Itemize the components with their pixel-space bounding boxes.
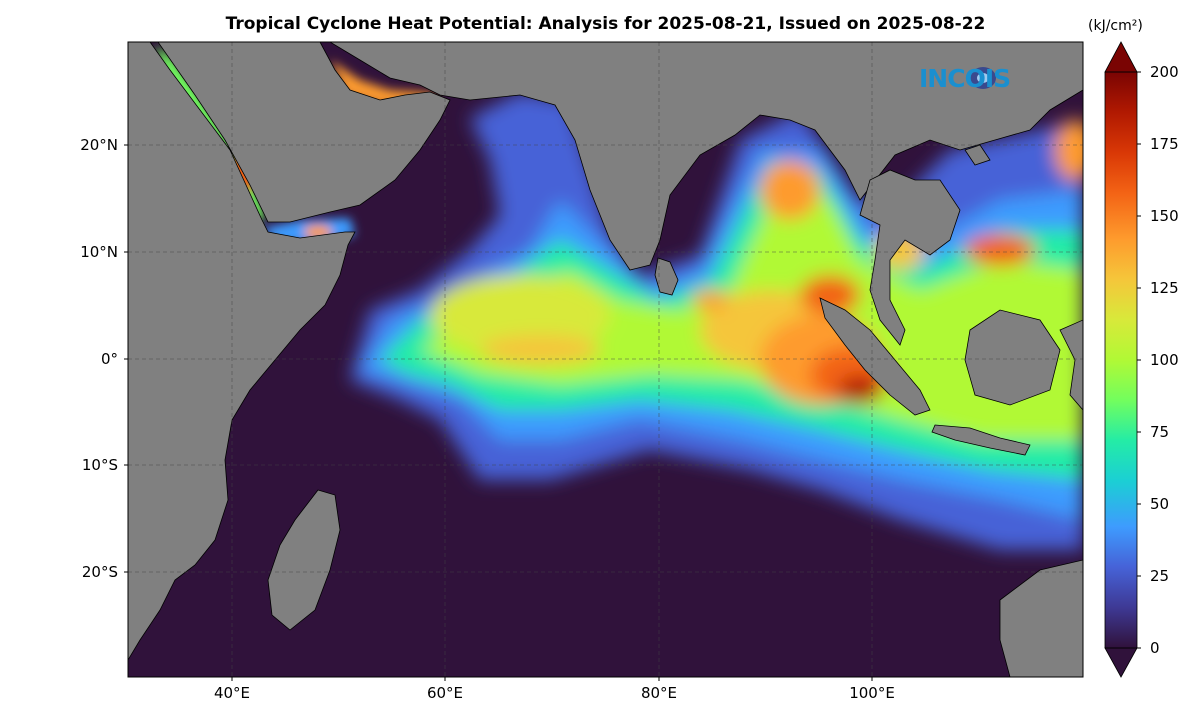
colorbar-tick-0: 0 (1150, 639, 1160, 657)
colorbar (1104, 41, 1141, 678)
land-masses (128, 42, 1083, 677)
lat-label-0: 0° (100, 350, 118, 368)
lon-label-60e: 60°E (426, 684, 464, 702)
colorbar-max-arrow (1104, 41, 1138, 73)
colorbar-tick-150: 150 (1150, 207, 1179, 225)
colorbar-tick-125: 125 (1150, 279, 1179, 297)
incois-logo-text: INCOIS (919, 64, 1011, 93)
colorbar-tick-175: 175 (1150, 135, 1179, 153)
axis-ticks (124, 144, 873, 681)
colorbar-tick-200: 200 (1150, 63, 1179, 81)
lat-label-20n: 20°N (80, 136, 118, 154)
incois-logo-swirl (970, 67, 996, 89)
map-title: Tropical Cyclone Heat Potential: Analysi… (225, 14, 986, 34)
colorbar-tick-75: 75 (1150, 423, 1170, 441)
lon-label-80e: 80°E (640, 684, 678, 702)
colorbar-tick-25: 25 (1150, 567, 1170, 585)
colorbar-tick-50: 50 (1150, 495, 1170, 513)
lat-label-10n: 10°N (80, 243, 118, 261)
gridlines (128, 42, 1083, 677)
lon-label-100e: 100°E (849, 684, 895, 702)
lon-label-40e: 40°E (213, 684, 251, 702)
map-area (128, 42, 1083, 677)
colorbar-tick-100: 100 (1150, 351, 1179, 369)
colorbar-unit: (kJ/cm²) (1088, 18, 1143, 34)
colorbar-min-arrow (1104, 647, 1138, 678)
lat-label-10s: 10°S (81, 456, 118, 474)
colorbar-scale (1105, 72, 1137, 648)
lat-label-20s: 20°S (81, 563, 118, 581)
